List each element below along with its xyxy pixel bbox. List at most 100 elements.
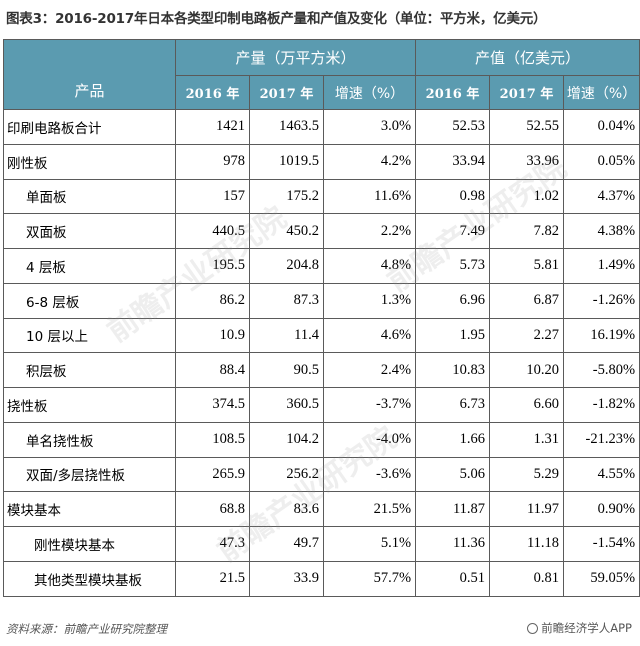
column-header: 2016 年 <box>415 75 491 110</box>
table-row: 10 层以上 10.9 11.4 4.6% 1.95 2.27 16.19% <box>3 317 640 354</box>
value-cell: 4.37% <box>563 178 640 215</box>
value-cell: 47.3 <box>175 526 250 562</box>
value-cell: 2.4% <box>322 352 417 388</box>
product-name-cell: 模块基本 <box>3 491 176 527</box>
table-body: 印刷电路板合计 1421 1463.5 3.0% 52.53 52.55 0.04% 刚性板 9… <box>3 109 640 597</box>
value-cell: 1.02 <box>489 178 565 215</box>
value-cell: 0.04% <box>563 109 640 145</box>
value-cell: 360.5 <box>249 387 324 423</box>
value-cell: 7.49 <box>415 213 491 249</box>
value-cell: -1.54% <box>563 526 640 562</box>
value-cell: 4.2% <box>322 143 417 180</box>
value-cell: 4.38% <box>563 213 640 249</box>
product-name-cell: 刚性模块基本 <box>3 526 176 562</box>
brand-label: 前瞻经济学人APP <box>541 621 632 635</box>
value-cell: 7.82 <box>489 213 565 249</box>
value-cell: 57.7% <box>322 560 417 597</box>
product-header: 产品 <box>3 39 176 110</box>
value-cell: -1.82% <box>563 387 640 423</box>
product-name-cell: 4 层板 <box>3 248 176 284</box>
value-cell: 52.53 <box>415 109 491 145</box>
value-cell: 5.73 <box>415 248 491 284</box>
product-name-cell: 挠性板 <box>3 387 176 423</box>
value-cell: 0.98 <box>415 178 491 215</box>
product-name-cell: 双面板 <box>3 213 176 249</box>
value-cell: 52.55 <box>489 109 565 145</box>
brand-logo-icon <box>527 622 539 634</box>
value-cell: 3.0% <box>322 109 417 145</box>
column-header: 2016 年 <box>175 75 250 110</box>
value-cell: -5.80% <box>563 352 640 388</box>
value-cell: 83.6 <box>249 491 324 527</box>
value-cell: 1.49% <box>563 248 640 284</box>
value-cell: 5.1% <box>322 526 417 562</box>
table-row: 模块基本 68.8 83.6 21.5% 11.87 11.97 0.90% <box>3 491 640 527</box>
output-group-header: 产量（万平方米） <box>174 39 417 76</box>
value-cell: 90.5 <box>249 352 324 388</box>
table-row: 印刷电路板合计 1421 1463.5 3.0% 52.53 52.55 0.04% <box>3 109 640 145</box>
value-group-header: 产值（亿美元） <box>415 39 640 76</box>
table-row: 挠性板 374.5 360.5 -3.7% 6.73 6.60 -1.82% <box>3 387 640 423</box>
value-cell: 5.29 <box>489 456 565 493</box>
column-header: 增速（%） <box>322 75 417 110</box>
value-cell: 450.2 <box>249 213 324 249</box>
column-header: 2017 年 <box>249 75 324 110</box>
value-cell: 5.81 <box>489 248 565 284</box>
data-table: 产品 产量（万平方米） 产值（亿美元） 2016 年 2017 年 增速（%） … <box>3 39 640 597</box>
value-cell: 11.97 <box>489 491 565 527</box>
value-cell: 21.5 <box>175 560 250 597</box>
value-cell: 4.55% <box>563 456 640 493</box>
table-row: 其他类型模块基板 21.5 33.9 57.7% 0.51 0.81 59.05% <box>3 560 640 597</box>
value-cell: 0.51 <box>415 560 491 597</box>
value-cell: 10.9 <box>175 317 250 354</box>
value-cell: 11.4 <box>249 317 324 354</box>
value-cell: 1.3% <box>322 282 417 319</box>
product-name-cell: 10 层以上 <box>3 317 176 354</box>
value-cell: 2.27 <box>489 317 565 354</box>
value-cell: 33.9 <box>249 560 324 597</box>
value-cell: 2.2% <box>322 213 417 249</box>
value-cell: 6.73 <box>415 387 491 423</box>
value-cell: 1.66 <box>415 421 491 458</box>
value-cell: 374.5 <box>175 387 250 423</box>
value-cell: -3.7% <box>322 387 417 423</box>
value-cell: 88.4 <box>175 352 250 388</box>
value-cell: 0.05% <box>563 143 640 180</box>
value-cell: 1421 <box>175 109 250 145</box>
product-name-cell: 单面板 <box>3 178 176 215</box>
value-cell: 11.87 <box>415 491 491 527</box>
value-cell: 10.20 <box>489 352 565 388</box>
column-header: 增速（%） <box>563 75 640 110</box>
value-cell: 33.96 <box>489 143 565 180</box>
value-cell: 6.87 <box>489 282 565 319</box>
product-name-cell: 刚性板 <box>3 143 176 180</box>
value-cell: 87.3 <box>249 282 324 319</box>
table-row: 4 层板 195.5 204.8 4.8% 5.73 5.81 1.49% <box>3 248 640 284</box>
value-cell: 0.90% <box>563 491 640 527</box>
value-cell: 59.05% <box>563 560 640 597</box>
product-name-cell: 双面/多层挠性板 <box>3 456 176 493</box>
value-cell: 256.2 <box>249 456 324 493</box>
page-title: 图表3：2016-2017年日本各类型印制电路板产量和产值及变化（单位：平方米，… <box>6 11 547 27</box>
value-cell: 10.83 <box>415 352 491 388</box>
value-cell: 195.5 <box>175 248 250 284</box>
value-cell: 978 <box>175 143 250 180</box>
value-cell: 49.7 <box>249 526 324 562</box>
product-name-cell: 其他类型模块基板 <box>3 560 176 597</box>
value-cell: 104.2 <box>249 421 324 458</box>
value-cell: 11.6% <box>322 178 417 215</box>
value-cell: -21.23% <box>563 421 640 458</box>
value-cell: 33.94 <box>415 143 491 180</box>
value-cell: 1.95 <box>415 317 491 354</box>
value-cell: 1019.5 <box>249 143 324 180</box>
product-name-cell: 单名挠性板 <box>3 421 176 458</box>
value-cell: 16.19% <box>563 317 640 354</box>
table-row: 刚性模块基本 47.3 49.7 5.1% 11.36 11.18 -1.54% <box>3 526 640 562</box>
product-name-cell: 积层板 <box>3 352 176 388</box>
value-cell: 68.8 <box>175 491 250 527</box>
value-cell: -4.0% <box>322 421 417 458</box>
header-row-groups: 产品 产量（万平方米） 产值（亿美元） <box>3 39 640 110</box>
table-row: 双面板 440.5 450.2 2.2% 7.49 7.82 4.38% <box>3 213 640 249</box>
value-cell: 11.36 <box>415 526 491 562</box>
value-cell: 86.2 <box>175 282 250 319</box>
